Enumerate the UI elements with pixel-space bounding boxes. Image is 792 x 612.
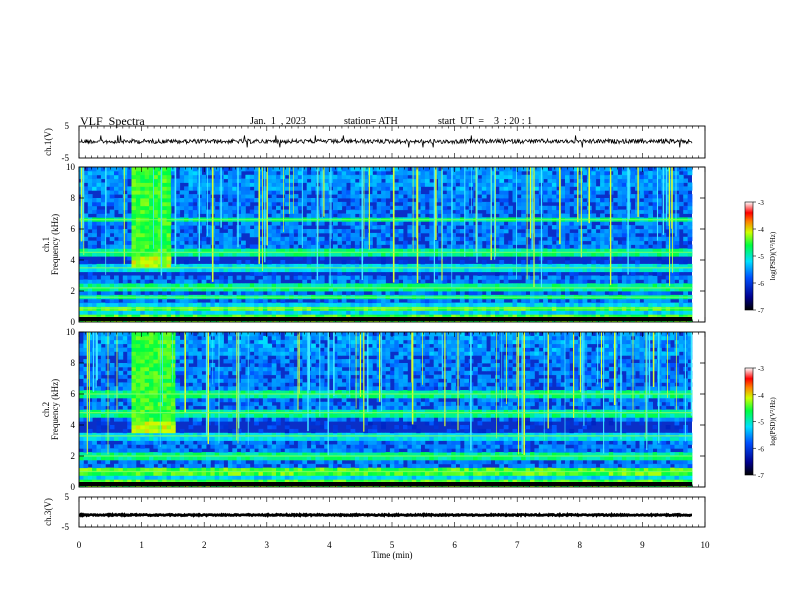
xtick-label: 1 (139, 540, 144, 550)
ch1-spectrogram-colorbar-tick: -4 (758, 226, 764, 234)
ch2-spectrogram-colorbar-tick: -5 (758, 419, 764, 427)
xtick-label: 2 (202, 540, 207, 550)
xtick-label: 4 (327, 540, 332, 550)
ch1-spectrogram (79, 167, 693, 323)
ch2-spectrogram-colorbar-tick: -3 (758, 365, 764, 373)
ch2-spectrogram-ylabel: Frequency (kHz) (50, 379, 60, 440)
ch1-spectrogram-colorbar-label: log(PSD)(V²/Hz) (769, 231, 777, 280)
ch1-spectrogram-colorbar-tick: -6 (758, 280, 764, 288)
ch1-spectrogram-ytick-label: 10 (66, 162, 76, 172)
ch1-spectrogram-colorbar (744, 201, 754, 311)
ch2-spectrogram-ytick-label: 8 (71, 358, 76, 368)
start-time-label: start UT = 3 : 20 : 1 (438, 116, 533, 127)
ch1-waveform (78, 135, 693, 148)
xtick-label: 8 (578, 540, 583, 550)
ch1-spectrogram-channel-label: ch.1 (41, 237, 51, 252)
xtick-label: 5 (390, 540, 395, 550)
ch1-waveform-ytick-label: 5 (65, 121, 70, 131)
xtick-label: 6 (452, 540, 457, 550)
ch3-waveform-ylabel: ch.3(V) (43, 498, 53, 526)
ch2-spectrogram-channel-label: ch.2 (41, 402, 51, 417)
ch2-spectrogram-ytick-label: 2 (71, 451, 76, 461)
xtick-label: 0 (77, 540, 82, 550)
ch1-spectrogram-colorbar-tick: -7 (758, 307, 764, 315)
ch1-spectrogram-ylabel: Frequency (kHz) (50, 214, 60, 275)
ch1-spectrogram-ytick-label: 8 (71, 193, 76, 203)
ch3-waveform (78, 511, 692, 518)
ch2-spectrogram-ytick-label: 0 (71, 482, 76, 492)
ch2-spectrogram-ytick-label: 6 (71, 389, 76, 399)
ch1-spectrogram-colorbar-tick: -3 (758, 199, 764, 207)
ch2-spectrogram-colorbar-tick: -6 (758, 445, 764, 453)
ch3-waveform-ytick-label: -5 (62, 522, 70, 532)
ch1-waveform-ylabel: ch.1(V) (43, 128, 53, 156)
ch1-spectrogram-ytick-label: 0 (71, 317, 76, 327)
xtick-label: 9 (640, 540, 645, 550)
ch2-spectrogram (79, 332, 693, 488)
chart-title: VLF Spectra (80, 114, 145, 128)
xtick-label: 3 (265, 540, 270, 550)
ch1-waveform-ytick-label: -5 (62, 153, 70, 163)
ch2-spectrogram-colorbar (744, 367, 754, 476)
ch2-spectrogram-colorbar-label: log(PSD)(V²/Hz) (769, 397, 777, 446)
xtick-label: 10 (701, 540, 711, 550)
ch1-waveform-trace (78, 135, 693, 148)
station-label: station= ATH (344, 116, 398, 127)
ch2-spectrogram-colorbar-tick: -7 (758, 472, 764, 480)
x-axis-label: Time (min) (372, 550, 413, 560)
ch3-waveform-trace (78, 511, 692, 518)
ch2-spectrogram-ytick-label: 10 (66, 327, 76, 337)
xtick-label: 7 (515, 540, 520, 550)
ch2-spectrogram-ytick-label: 4 (71, 420, 76, 430)
ch1-spectrogram-ytick-label: 2 (71, 286, 76, 296)
ch3-waveform-ytick-label: 5 (65, 492, 70, 502)
ch1-spectrogram-colorbar-tick: -5 (758, 253, 764, 261)
ch2-spectrogram-colorbar-tick: -4 (758, 392, 764, 400)
date-label: Jan. 1 , 2023 (250, 116, 306, 127)
ch1-spectrogram-ytick-label: 6 (71, 224, 76, 234)
ch1-spectrogram-ytick-label: 4 (71, 255, 76, 265)
